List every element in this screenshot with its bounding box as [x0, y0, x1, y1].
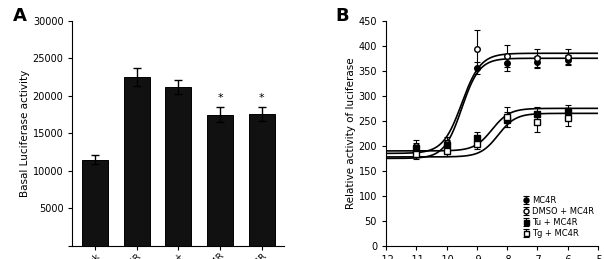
Bar: [82, 160, 108, 246]
Text: A: A: [13, 7, 27, 25]
Bar: [249, 114, 275, 246]
Bar: [165, 87, 191, 246]
Y-axis label: Basal Luciferase activity: Basal Luciferase activity: [20, 70, 30, 197]
Text: B: B: [335, 7, 349, 25]
Text: *: *: [259, 92, 265, 103]
Bar: [124, 77, 150, 246]
Legend: MC4R, DMSO + MC4R, Tu + MC4R, Tg + MC4R: MC4R, DMSO + MC4R, Tu + MC4R, Tg + MC4R: [521, 194, 596, 240]
Text: *: *: [217, 92, 223, 103]
Y-axis label: Relative activity of luciferase: Relative activity of luciferase: [345, 57, 356, 209]
Bar: [207, 114, 233, 246]
